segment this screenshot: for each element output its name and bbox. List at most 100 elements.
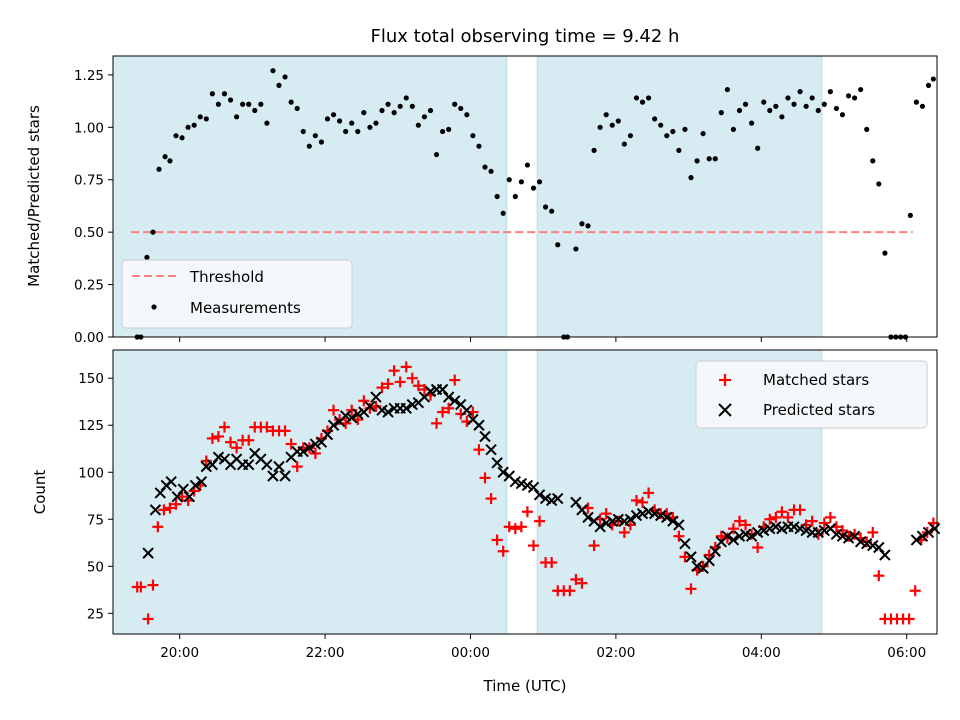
predicted-point-5	[171, 490, 183, 503]
measurement-point-62	[506, 177, 512, 183]
measurement-point-66	[530, 185, 537, 191]
matched-point-69	[546, 557, 558, 569]
measurement-point-88	[664, 133, 670, 139]
measurement-point-82	[627, 133, 634, 139]
matched-point-46	[406, 372, 418, 384]
matched-point-15	[218, 421, 230, 433]
bottom-y-tick-label-3: 100	[78, 465, 104, 481]
predicted-point-29	[315, 436, 328, 448]
predicted-point-7	[183, 490, 196, 503]
predicted-point-55	[473, 419, 485, 431]
measurement-point-74	[579, 221, 585, 227]
measurement-point-115	[827, 89, 833, 95]
measurement-point-15	[221, 91, 228, 97]
measurement-point-99	[730, 126, 737, 132]
legend-predicted-swatch	[718, 403, 732, 417]
matched-point-5	[158, 504, 170, 516]
predicted-point-68	[552, 492, 564, 505]
measurement-point-64	[518, 179, 524, 185]
measurement-point-97	[718, 110, 724, 116]
predicted-point-51	[449, 395, 461, 407]
measurement-point-79	[609, 122, 615, 128]
predicted-point-21	[267, 470, 279, 482]
matched-point-80	[612, 515, 624, 527]
top-legend: Threshold Measurements	[121, 259, 353, 329]
measurement-point-116	[833, 105, 840, 112]
bottom-plot-frame	[112, 349, 938, 635]
measurement-point-38	[361, 110, 367, 116]
measurement-point-42	[385, 101, 391, 107]
matched-point-73	[570, 573, 582, 585]
matched-point-19	[243, 434, 255, 446]
matched-point-97	[715, 530, 727, 542]
matched-point-100	[733, 515, 745, 527]
matched-point-76	[588, 540, 600, 552]
measurement-point-69	[549, 208, 555, 214]
measurement-point-67	[536, 179, 543, 185]
measurement-point-53	[452, 101, 458, 107]
matched-point-41	[376, 382, 388, 394]
measurement-point-77	[597, 124, 603, 130]
predicted-point-40	[382, 406, 394, 418]
bottom-y-tick-label-0: 25	[87, 606, 104, 622]
measurement-point-65	[524, 162, 531, 168]
matched-point-4	[152, 521, 164, 533]
measurement-point-23	[270, 68, 276, 74]
measurement-point-9	[185, 124, 191, 130]
measurement-point-54	[458, 105, 464, 112]
matched-point-83	[630, 494, 642, 506]
measurement-point-85	[646, 95, 652, 101]
measurement-point-80	[615, 118, 621, 124]
bottom-panel: 20:00 22:00 00:00 02:00 04:00 06:00 25 50 75 100…	[31, 349, 941, 695]
matched-point-112	[806, 515, 818, 527]
measurement-point-3	[150, 229, 156, 235]
predicted-point-26	[297, 445, 309, 458]
predicted-point-58	[491, 457, 503, 469]
matched-point-25	[279, 425, 291, 437]
bottom-window-0	[112, 349, 508, 635]
measurement-point-13	[209, 91, 215, 97]
predicted-point-59	[497, 466, 509, 478]
measurement-point-103	[755, 145, 761, 151]
measurement-point-8	[179, 135, 185, 141]
bottom-legend: Matched stars Predicted stars	[695, 360, 928, 429]
predicted-point-71	[582, 511, 594, 524]
top-y-axis-label: Matched/Predicted stars	[25, 105, 43, 287]
measurement-point-20	[252, 107, 258, 114]
measurement-point-100	[736, 107, 743, 114]
measurement-point-120	[858, 86, 864, 93]
matched-point-74	[576, 577, 588, 589]
matched-point-59	[485, 493, 497, 505]
measurement-point-50	[433, 151, 440, 158]
matched-point-114	[818, 517, 830, 529]
matched-stars-series	[131, 361, 939, 625]
predicted-point-86	[673, 519, 685, 531]
predicted-point-27	[303, 442, 316, 454]
measurement-point-104	[761, 99, 767, 105]
measurement-point-105	[767, 107, 773, 114]
matched-point-16	[225, 436, 237, 448]
measurement-point-95	[706, 156, 712, 162]
matched-point-45	[400, 361, 412, 373]
matched-point-14	[212, 431, 224, 443]
measurement-point-112	[809, 95, 815, 101]
predicted-point-8	[189, 479, 202, 492]
measurement-point-43	[391, 110, 397, 116]
matched-point-128	[903, 613, 915, 625]
matched-point-81	[618, 526, 630, 538]
measurement-point-131	[919, 103, 926, 109]
predicted-point-23	[279, 470, 291, 482]
measurement-point-34	[337, 118, 343, 124]
measurement-point-48	[421, 114, 428, 120]
matched-point-61	[497, 545, 509, 557]
legend-matched-label: Matched stars	[763, 371, 869, 389]
predicted-point-124	[928, 522, 941, 535]
matched-point-103	[752, 541, 764, 553]
matched-point-26	[285, 438, 297, 450]
measurement-point-90	[676, 147, 682, 153]
measurement-point-26	[288, 99, 294, 105]
matched-point-122	[867, 526, 879, 538]
predicted-point-92	[709, 545, 721, 557]
matched-point-94	[697, 560, 709, 572]
top-y-ticks: 0.00 0.25 0.50 0.75 1.00 1.25	[74, 68, 113, 346]
